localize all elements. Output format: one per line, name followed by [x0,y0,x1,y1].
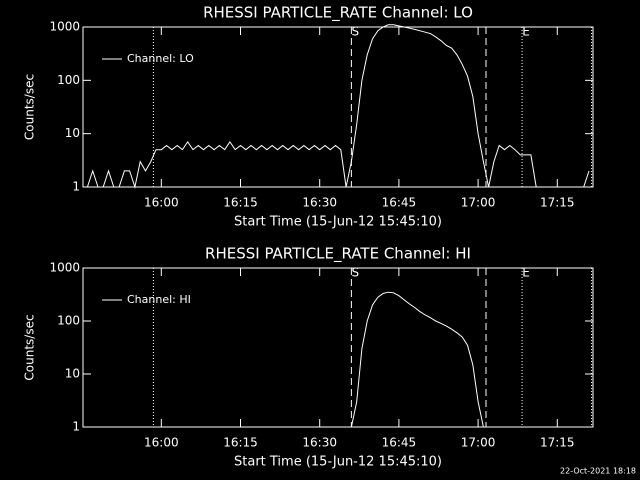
x-tick-label: 16:15 [223,196,258,210]
y-tick-label: 10 [65,126,80,140]
plot-frame [82,26,594,188]
y-tick-label: 100 [57,314,80,328]
x-axis-label: Start Time (15-Jun-12 15:45:10) [234,215,442,230]
marker-label: S [352,25,360,39]
marker-label: E [522,266,530,280]
y-tick-label: 1000 [49,20,80,34]
data-line [350,291,484,428]
x-tick-label: 17:15 [540,196,575,210]
marker-label: E [522,25,530,39]
y-tick-label: 1000 [49,261,80,275]
y-axis-label: Counts/sec [23,74,37,140]
marker-label: S [352,266,360,280]
chart-title: RHESSI PARTICLE_RATE Channel: LO [203,4,473,23]
chart-title: RHESSI PARTICLE_RATE Channel: HI [205,245,471,264]
x-tick-label: 17:00 [461,196,496,210]
x-tick-label: 17:15 [540,436,575,450]
y-tick-label: 1 [72,420,80,434]
plot-frame [82,267,594,428]
y-axis-label: Counts/sec [23,314,37,380]
x-tick-label: 16:45 [382,196,417,210]
y-tick-label: 100 [57,73,80,87]
data-line [86,24,590,189]
x-tick-label: 16:15 [223,436,258,450]
x-tick-label: 16:00 [144,196,179,210]
x-tick-label: 16:30 [302,436,337,450]
x-tick-label: 16:00 [144,436,179,450]
x-tick-label: 16:45 [382,436,417,450]
legend-label: Channel: HI [127,293,191,306]
y-tick-label: 10 [65,367,80,381]
x-tick-label: 16:30 [302,196,337,210]
y-tick-label: 1 [72,180,80,194]
legend-label: Channel: LO [127,52,194,65]
x-tick-label: 17:00 [461,436,496,450]
footer: 22-Oct-2021 18:18 [560,467,636,476]
x-axis-label: Start Time (15-Jun-12 15:45:10) [234,455,442,470]
